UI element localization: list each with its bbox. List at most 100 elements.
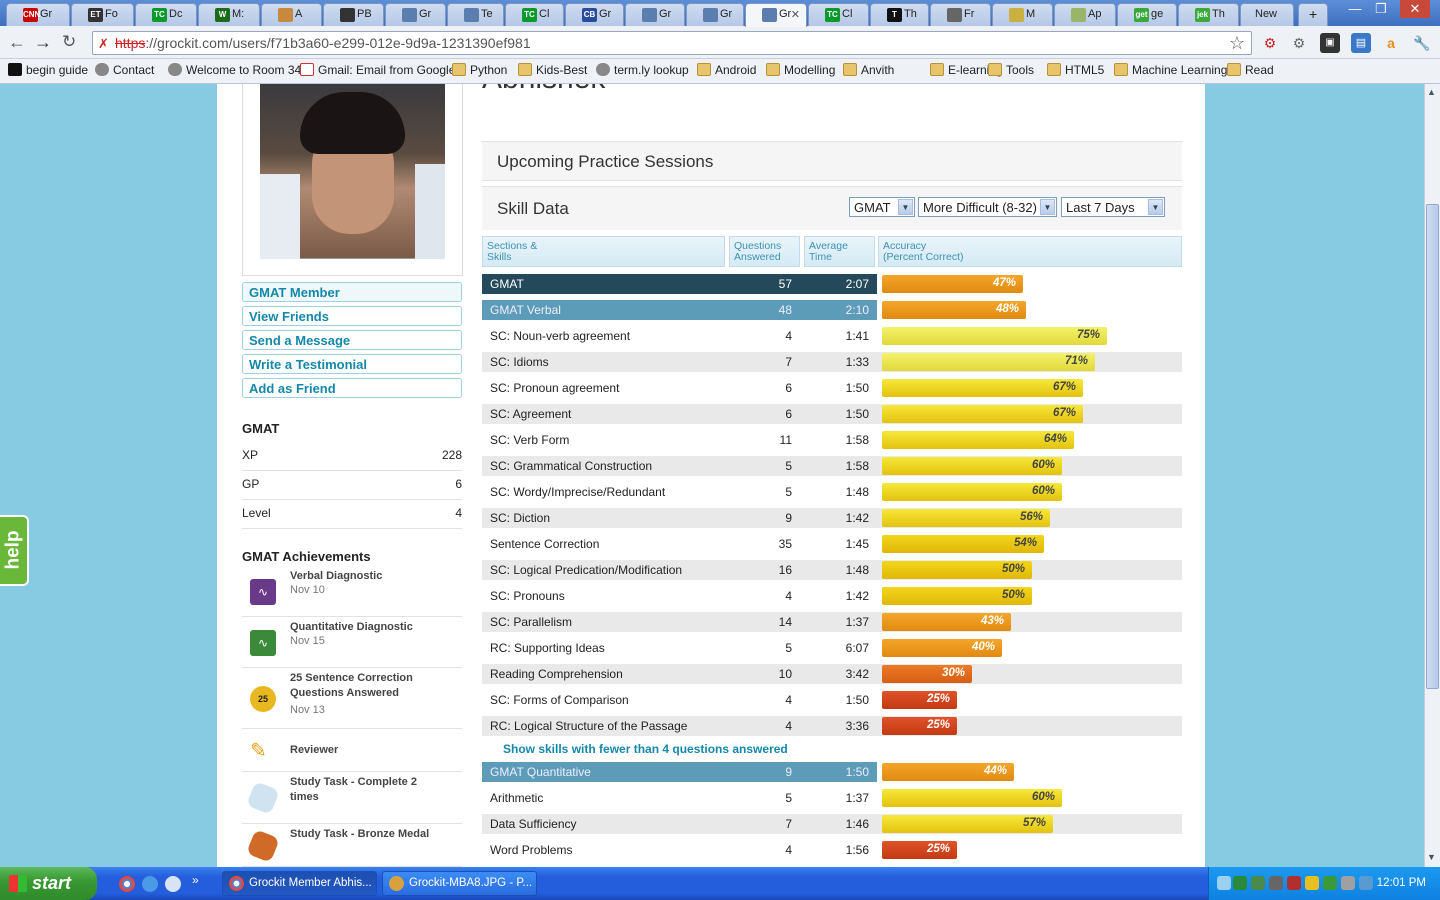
browser-tab[interactable]: A bbox=[261, 3, 322, 26]
table-row[interactable]: Data Sufficiency 7 1:46 57% bbox=[482, 814, 1182, 834]
browser-tab[interactable]: PB bbox=[323, 3, 384, 26]
new-tab-button[interactable]: + bbox=[1298, 3, 1328, 26]
table-row[interactable]: GMAT Quantitative 9 1:50 44% bbox=[482, 762, 1182, 782]
bookmark-android[interactable]: Android bbox=[697, 63, 756, 77]
profile-link-view-friends[interactable]: View Friends bbox=[242, 306, 462, 326]
wrench-icon[interactable]: 🔧 bbox=[1413, 35, 1431, 51]
chrome-quicklaunch-icon[interactable] bbox=[119, 876, 135, 892]
table-row[interactable]: Word Problems 4 1:56 25% bbox=[482, 840, 1182, 860]
ie-quicklaunch-icon[interactable] bbox=[142, 876, 158, 892]
tray-app-icon[interactable] bbox=[1251, 876, 1265, 890]
start-button[interactable]: start bbox=[0, 867, 97, 900]
bookmark-html5[interactable]: HTML5 bbox=[1047, 63, 1104, 77]
browser-tab[interactable]: get ge bbox=[1117, 3, 1177, 26]
browser-tab[interactable]: TC Dc bbox=[135, 3, 197, 26]
achievement-item[interactable]: Study Task - Bronze Medal bbox=[242, 824, 462, 867]
tray-security-icon[interactable] bbox=[1287, 876, 1301, 890]
show-more-skills-link[interactable]: Show skills with fewer than 4 questions … bbox=[503, 742, 788, 756]
table-row[interactable]: SC: Grammatical Construction 5 1:58 60% bbox=[482, 456, 1182, 476]
browser-tab[interactable]: CNN Gr bbox=[6, 3, 70, 26]
browser-tab[interactable]: Gr bbox=[625, 3, 685, 26]
taskbar-item-chrome[interactable]: Grockit Member Abhis... bbox=[222, 871, 377, 896]
table-row[interactable]: SC: Diction 9 1:42 56% bbox=[482, 508, 1182, 528]
bookmark-welcome-to-room-34[interactable]: Welcome to Room 34 bbox=[168, 63, 301, 77]
table-row[interactable]: SC: Parallelism 14 1:37 43% bbox=[482, 612, 1182, 632]
exam-select[interactable]: GMAT ▼ bbox=[849, 197, 915, 217]
close-window-icon[interactable]: ✕ bbox=[1400, 0, 1430, 18]
achievement-item[interactable]: ∿ Verbal Diagnostic Nov 10 bbox=[242, 566, 462, 617]
extension-screen-icon[interactable]: ▤ bbox=[1351, 33, 1371, 53]
tray-wifi-icon[interactable] bbox=[1359, 876, 1373, 890]
table-row[interactable]: Arithmetic 5 1:37 60% bbox=[482, 788, 1182, 808]
forward-icon[interactable]: → bbox=[34, 32, 52, 52]
achievement-item[interactable]: Study Task - Complete 2 times bbox=[242, 772, 462, 824]
browser-tab[interactable]: Gr ✕ bbox=[745, 3, 807, 27]
table-row[interactable]: SC: Pronouns 4 1:42 50% bbox=[482, 586, 1182, 606]
bookmark-term-ly-lookup[interactable]: term.ly lookup bbox=[596, 63, 689, 77]
table-row[interactable]: SC: Forms of Comparison 4 1:50 25% bbox=[482, 690, 1182, 710]
bookmark-machine-learning[interactable]: Machine Learning bbox=[1114, 63, 1227, 77]
bookmark-tools[interactable]: Tools bbox=[988, 63, 1034, 77]
tray-v-icon[interactable] bbox=[1233, 876, 1247, 890]
bookmark-kids-best[interactable]: Kids-Best bbox=[518, 63, 587, 77]
bookmark-anvith[interactable]: Anvith bbox=[843, 63, 894, 77]
tray-shield-icon[interactable] bbox=[1305, 876, 1319, 890]
taskbar-item-paint[interactable]: Grockit-MBA8.JPG - P... bbox=[382, 871, 537, 896]
achievement-item[interactable]: ∿ Quantitative Diagnostic Nov 15 bbox=[242, 617, 462, 668]
bookmark-begin-guide[interactable]: begin guide bbox=[8, 63, 88, 77]
profile-link-add-as-friend[interactable]: Add as Friend bbox=[242, 378, 462, 398]
table-row[interactable]: Reading Comprehension 10 3:42 30% bbox=[482, 664, 1182, 684]
browser-tab[interactable]: Fr bbox=[930, 3, 991, 26]
table-row[interactable]: SC: Idioms 7 1:33 71% bbox=[482, 352, 1182, 372]
table-row[interactable]: SC: Verb Form 11 1:58 64% bbox=[482, 430, 1182, 450]
page-scrollbar[interactable]: ▲ ▼ bbox=[1424, 84, 1440, 867]
table-row[interactable]: SC: Logical Predication/Modification 16 1:… bbox=[482, 560, 1182, 580]
browser-tab[interactable]: M bbox=[992, 3, 1053, 26]
browser-tab[interactable]: TC Cl bbox=[505, 3, 564, 26]
table-row[interactable]: SC: Pronoun agreement 6 1:50 67% bbox=[482, 378, 1182, 398]
tray-monitor-icon[interactable] bbox=[1269, 876, 1283, 890]
table-row[interactable]: SC: Agreement 6 1:50 67% bbox=[482, 404, 1182, 424]
browser-tab[interactable]: TC Cl bbox=[808, 3, 869, 26]
extension-gear-icon[interactable]: ⚙ bbox=[1292, 35, 1306, 51]
extension-terminal-icon[interactable]: ▣ bbox=[1320, 33, 1340, 53]
browser-tab[interactable]: Gr bbox=[686, 3, 744, 26]
achievement-item[interactable]: 25 25 Sentence Correction Questions Answe… bbox=[242, 668, 462, 729]
table-row[interactable]: SC: Wordy/Imprecise/Redundant 5 1:48 60% bbox=[482, 482, 1182, 502]
browser-tab[interactable]: ET Fo bbox=[71, 3, 134, 26]
browser-tab[interactable]: T Th bbox=[870, 3, 929, 26]
browser-tab[interactable]: CB Gr bbox=[565, 3, 624, 26]
help-tab[interactable]: help bbox=[0, 515, 29, 586]
achievement-item[interactable]: ✎ Reviewer bbox=[242, 729, 462, 772]
scroll-thumb[interactable] bbox=[1426, 204, 1439, 689]
browser-tab[interactable]: Te bbox=[447, 3, 504, 26]
extension-gear-red-icon[interactable]: ⚙ bbox=[1263, 35, 1277, 51]
table-row[interactable]: GMAT 57 2:07 47% bbox=[482, 274, 1182, 294]
back-icon[interactable]: ← bbox=[8, 32, 26, 52]
bookmark-read[interactable]: Read bbox=[1227, 63, 1274, 77]
profile-link-send-a-message[interactable]: Send a Message bbox=[242, 330, 462, 350]
app-quicklaunch-icon[interactable] bbox=[165, 876, 181, 892]
restore-icon[interactable]: ❐ bbox=[1375, 1, 1387, 16]
table-row[interactable]: RC: Logical Structure of the Passage 4 3:3… bbox=[482, 716, 1182, 736]
table-row[interactable]: Sentence Correction 35 1:45 54% bbox=[482, 534, 1182, 554]
period-select[interactable]: Last 7 Days ▼ bbox=[1061, 197, 1165, 217]
address-bar[interactable]: ✗ https://grockit.com/users/f71b3a60-e299… bbox=[92, 31, 1252, 55]
tray-green-icon[interactable] bbox=[1323, 876, 1337, 890]
table-row[interactable]: GMAT Verbal 48 2:10 48% bbox=[482, 300, 1182, 320]
amazon-icon[interactable]: a bbox=[1387, 35, 1395, 51]
browser-tab[interactable]: Gr bbox=[385, 3, 446, 26]
browser-tab[interactable]: Ap bbox=[1054, 3, 1116, 26]
browser-tab[interactable]: New bbox=[1240, 3, 1294, 26]
profile-link-gmat-member[interactable]: GMAT Member bbox=[242, 282, 462, 302]
scroll-down-icon[interactable]: ▼ bbox=[1427, 852, 1436, 862]
volume-icon[interactable] bbox=[1341, 876, 1355, 890]
minimize-icon[interactable]: — bbox=[1348, 1, 1362, 16]
table-row[interactable]: SC: Noun-verb agreement 4 1:41 75% bbox=[482, 326, 1182, 346]
bookmark-contact[interactable]: Contact bbox=[95, 63, 154, 77]
browser-tab[interactable]: jek Th bbox=[1178, 3, 1239, 26]
browser-tab[interactable]: W M: bbox=[198, 3, 260, 26]
bookmark-modelling[interactable]: Modelling bbox=[766, 63, 835, 77]
close-tab-icon[interactable]: ✕ bbox=[790, 9, 800, 21]
reload-icon[interactable]: ↻ bbox=[62, 32, 77, 51]
